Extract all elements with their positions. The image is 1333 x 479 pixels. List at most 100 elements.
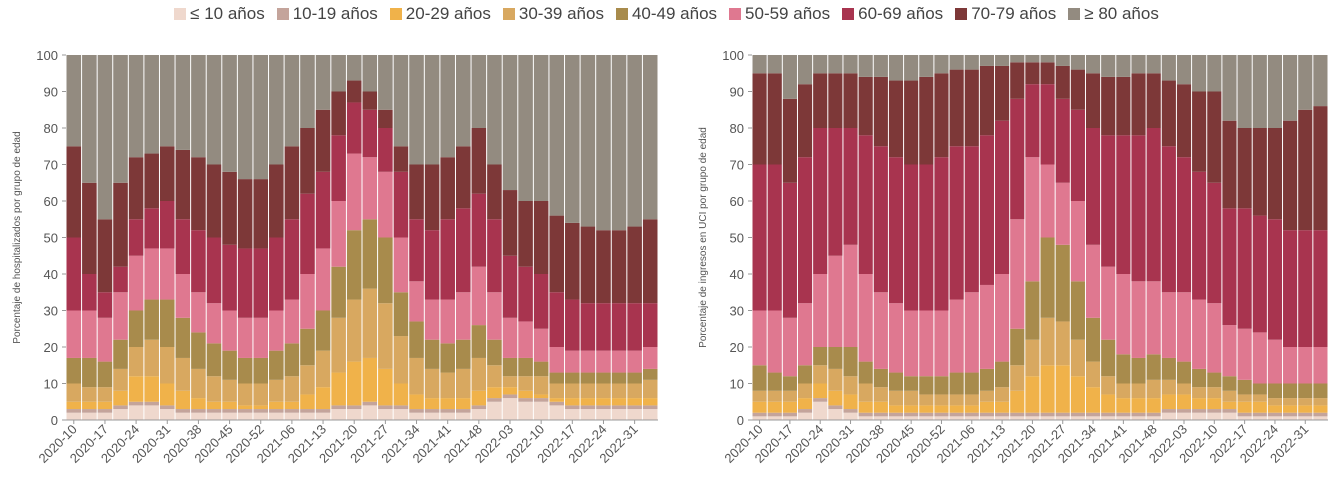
bar-segment (346, 55, 362, 81)
bar-segment (424, 164, 440, 231)
bar-segment (82, 387, 97, 402)
bar-segment (191, 230, 206, 293)
bar-segment (502, 394, 518, 399)
bar-segment (362, 357, 378, 402)
bar-segment (934, 310, 949, 377)
bar-segment (1298, 405, 1313, 413)
bar-segment (424, 368, 440, 399)
bar-segment (1010, 412, 1025, 417)
bar-segment (1192, 368, 1207, 388)
bar-segment (1070, 201, 1085, 282)
bar-segment (518, 201, 533, 267)
bar-segment (1222, 376, 1237, 391)
bar-segment (1146, 354, 1161, 380)
bar-segment (1101, 394, 1116, 413)
bar-segment (1085, 73, 1101, 128)
bar-segment (642, 219, 658, 304)
bar-segment (565, 398, 580, 406)
bar-segment (113, 292, 128, 340)
bar-segment (1237, 379, 1252, 395)
bar-segment (813, 128, 828, 274)
bar-segment (1040, 317, 1055, 366)
bar-segment (1192, 299, 1207, 369)
bar-segment (331, 55, 346, 92)
y-tick-label: 90 (730, 85, 744, 100)
bar-segment (97, 387, 113, 402)
legend-item: ≤ 10 años (174, 4, 265, 24)
bar-segment (1252, 394, 1267, 402)
bar-segment (1161, 292, 1176, 358)
bar-segment (1192, 409, 1207, 413)
bar-segment (206, 55, 222, 165)
bar-segment (113, 266, 128, 293)
bar-segment (813, 383, 828, 399)
bar-segment (1040, 84, 1055, 165)
bar-segment (393, 336, 409, 384)
bar-segment (97, 292, 113, 318)
bar-segment (206, 401, 222, 410)
bar-segment (502, 317, 518, 358)
bar-segment (627, 303, 642, 351)
bar-segment (843, 55, 858, 74)
bar-segment (331, 405, 346, 410)
bar-segment (533, 361, 549, 377)
legend-item: 20-29 años (389, 4, 491, 24)
bar-segment (128, 405, 144, 420)
bar-segment (949, 416, 964, 420)
bar-segment (782, 376, 797, 391)
bar-segment (1283, 405, 1298, 413)
bar-segment (409, 55, 424, 165)
bar-segment (315, 248, 331, 311)
bar-segment (300, 412, 315, 420)
bar-segment (1055, 416, 1070, 420)
bar-segment (237, 248, 253, 318)
bar-segment (1131, 55, 1146, 74)
bar-segment (533, 376, 549, 395)
bar-segment (378, 368, 393, 406)
bar-segment (767, 412, 782, 417)
bar-segment (596, 303, 611, 351)
bar-segment (888, 55, 904, 81)
bar-segment (596, 230, 611, 304)
bar-segment (1070, 69, 1085, 110)
bar-segment (175, 357, 191, 391)
bar-segment (1252, 416, 1267, 420)
bar-segment (82, 310, 97, 358)
bar-segment (1207, 182, 1222, 304)
bar-segment (66, 401, 82, 410)
bar-segment (269, 379, 284, 402)
bar-segment (331, 91, 346, 136)
bar-segment (549, 292, 565, 347)
bar-segment (797, 383, 813, 399)
bar-segment (1116, 416, 1131, 420)
bar-segment (269, 310, 284, 351)
y-tick-label: 40 (44, 267, 58, 282)
bar-segment (752, 401, 767, 413)
bar-segment (97, 317, 113, 362)
bar-segment (487, 387, 502, 399)
bar-segment (904, 310, 919, 377)
bar-segment (159, 405, 175, 410)
bar-segment (144, 55, 159, 154)
y-tick-label: 0 (737, 413, 744, 428)
bar-segment (237, 412, 253, 420)
bar-segment (1116, 412, 1131, 417)
bar-segment (1237, 416, 1252, 420)
bar-segment (1085, 412, 1101, 417)
bar-segment (1207, 409, 1222, 413)
bar-segment (964, 405, 979, 413)
bar-segment (611, 409, 627, 420)
bar-segment (1116, 76, 1131, 136)
bar-segment (269, 350, 284, 380)
bar-segment (66, 237, 82, 311)
bar-segment (596, 398, 611, 406)
bar-segment (284, 55, 300, 147)
bar-segment (858, 361, 873, 384)
bar-segment (1070, 109, 1085, 201)
bar-segment (97, 412, 113, 420)
bar-segment (1085, 387, 1101, 413)
bar-segment (191, 409, 206, 413)
bar-segment (66, 55, 82, 147)
bar-segment (222, 412, 237, 420)
bar-segment (1025, 376, 1040, 413)
